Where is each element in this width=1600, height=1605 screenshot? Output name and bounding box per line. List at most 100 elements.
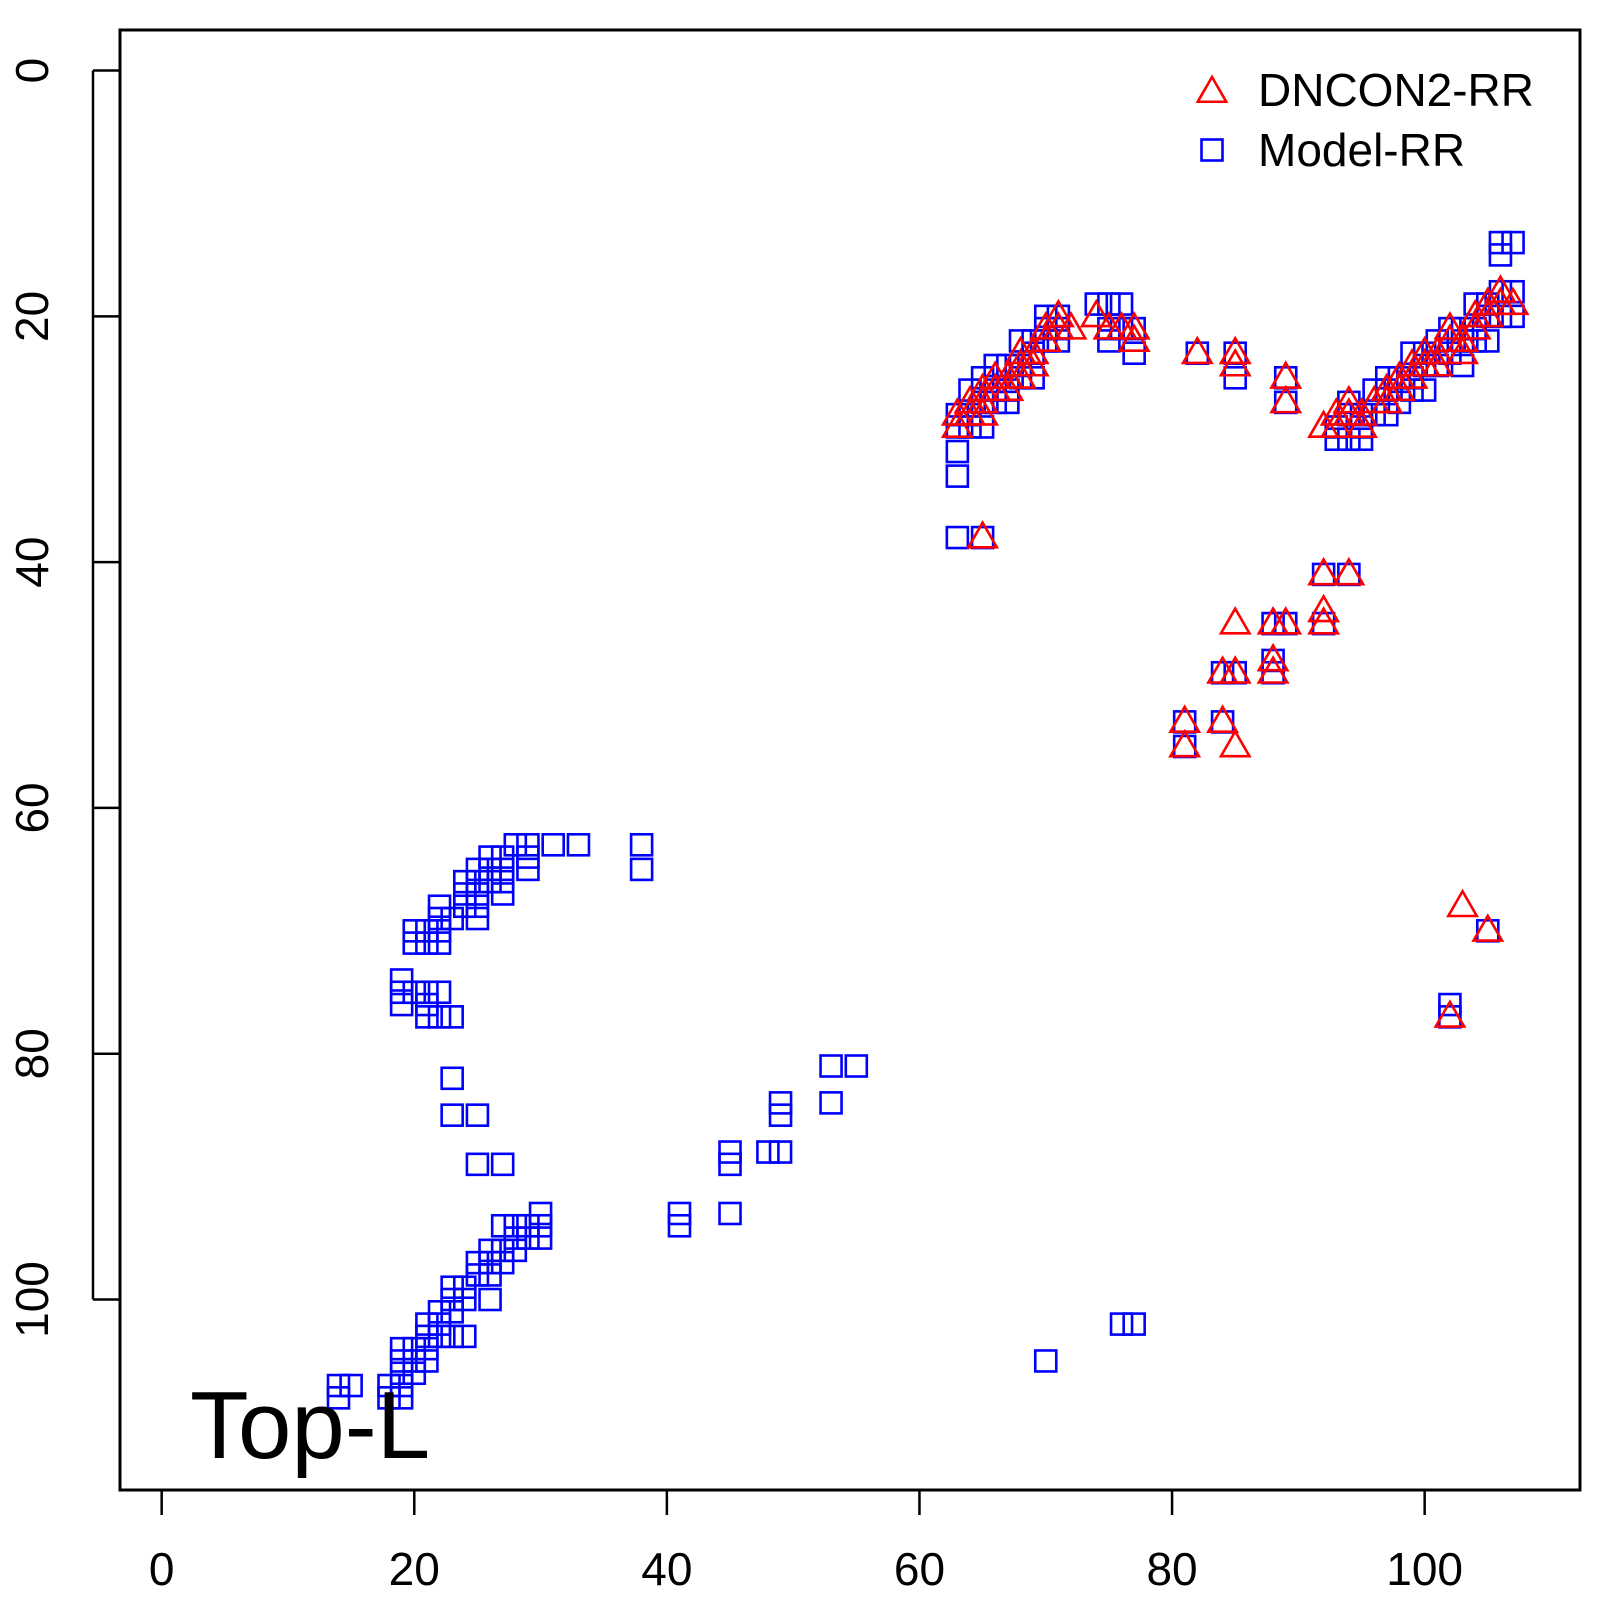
- point-square: [1122, 1312, 1146, 1336]
- point-square: [440, 1005, 464, 1029]
- x-tick-label: 100: [1386, 1543, 1463, 1595]
- point-square: [440, 1275, 464, 1300]
- point-square: [541, 832, 566, 857]
- point-square: [326, 1373, 351, 1398]
- y-tick-label: 40: [6, 537, 58, 588]
- x-tick-label: 0: [149, 1543, 175, 1595]
- point-square: [389, 1336, 414, 1361]
- point-square: [1324, 427, 1349, 452]
- point-square: [465, 906, 490, 931]
- point-square: [970, 415, 995, 439]
- point-square: [768, 1140, 793, 1164]
- point-square: [1476, 329, 1500, 353]
- point-square: [996, 390, 1020, 415]
- point-square: [427, 1005, 452, 1029]
- point-square: [389, 992, 414, 1017]
- point-triangle: [966, 519, 1000, 549]
- point-square: [478, 869, 502, 894]
- legend-triangle-icon: [1195, 74, 1229, 104]
- point-square: [415, 980, 439, 1005]
- point-square: [427, 906, 452, 931]
- point-square: [389, 1361, 414, 1386]
- point-square: [516, 1226, 540, 1250]
- point-square: [1438, 992, 1462, 1017]
- point-square: [1488, 243, 1513, 267]
- point-square: [844, 1054, 869, 1078]
- y-tick-label: 0: [6, 58, 58, 84]
- x-tick-label: 40: [641, 1543, 692, 1595]
- point-square: [1097, 329, 1121, 353]
- point-square: [1412, 378, 1437, 402]
- point-square: [415, 992, 439, 1017]
- series-DNCON2-RR: [940, 274, 1530, 1028]
- point-square: [452, 1275, 477, 1300]
- series-Model-RR: [326, 230, 1525, 1410]
- point-triangle: [966, 397, 1000, 426]
- point-triangle: [1168, 728, 1202, 758]
- point-square: [427, 894, 452, 919]
- point-square: [478, 1250, 502, 1275]
- point-triangle: [1446, 335, 1480, 365]
- point-triangle: [1269, 384, 1303, 414]
- point-square: [415, 1336, 439, 1361]
- point-triangle: [1483, 274, 1517, 303]
- point-triangle: [1496, 286, 1530, 316]
- data-marks: [326, 230, 1530, 1410]
- point-square: [503, 1226, 528, 1250]
- point-square: [465, 1250, 490, 1275]
- point-square: [629, 857, 654, 882]
- point-square: [768, 1091, 793, 1115]
- point-square: [528, 1213, 553, 1238]
- point-square: [1501, 304, 1525, 329]
- point-square: [326, 1386, 351, 1410]
- point-square: [768, 1103, 793, 1127]
- point-square: [503, 832, 528, 857]
- point-triangle: [1446, 888, 1480, 918]
- point-triangle: [1054, 311, 1088, 340]
- point-square: [478, 845, 502, 869]
- point-square: [1033, 1349, 1058, 1373]
- point-triangle: [1307, 593, 1341, 623]
- point-square: [819, 1091, 843, 1115]
- point-square: [1374, 402, 1399, 427]
- point-triangle: [1307, 556, 1341, 586]
- point-square: [440, 1066, 464, 1091]
- point-square: [402, 1349, 427, 1373]
- point-square: [503, 1238, 528, 1263]
- point-square: [377, 1373, 401, 1398]
- point-square: [629, 832, 654, 857]
- point-square: [452, 882, 477, 906]
- point-square: [490, 1213, 515, 1238]
- point-square: [465, 857, 490, 882]
- point-square: [402, 919, 427, 943]
- legend: DNCON2-RR Model-RR: [1195, 64, 1534, 176]
- point-triangle: [1079, 298, 1113, 328]
- point-square: [516, 1213, 540, 1238]
- point-square: [465, 882, 490, 906]
- point-triangle: [1345, 409, 1379, 439]
- point-triangle: [1218, 347, 1252, 377]
- point-square: [440, 1103, 464, 1127]
- point-square: [490, 869, 515, 894]
- point-square: [452, 869, 477, 894]
- point-square: [427, 931, 452, 955]
- point-square: [1337, 427, 1361, 452]
- y-axis: 0 20 40 60 80 100: [6, 58, 120, 1338]
- point-square: [528, 1226, 553, 1250]
- point-triangle: [1218, 728, 1252, 758]
- point-triangle: [1180, 335, 1214, 365]
- point-square: [389, 1373, 414, 1398]
- point-triangle: [1218, 655, 1252, 684]
- point-square: [415, 1349, 439, 1373]
- point-square: [945, 464, 970, 488]
- point-triangle: [1117, 311, 1151, 340]
- x-tick-label: 60: [894, 1543, 945, 1595]
- point-triangle: [1420, 347, 1454, 377]
- y-tick-label: 60: [6, 782, 58, 833]
- point-triangle: [1269, 605, 1303, 635]
- point-square: [465, 894, 490, 919]
- point-square: [503, 1213, 528, 1238]
- point-square: [402, 1361, 427, 1386]
